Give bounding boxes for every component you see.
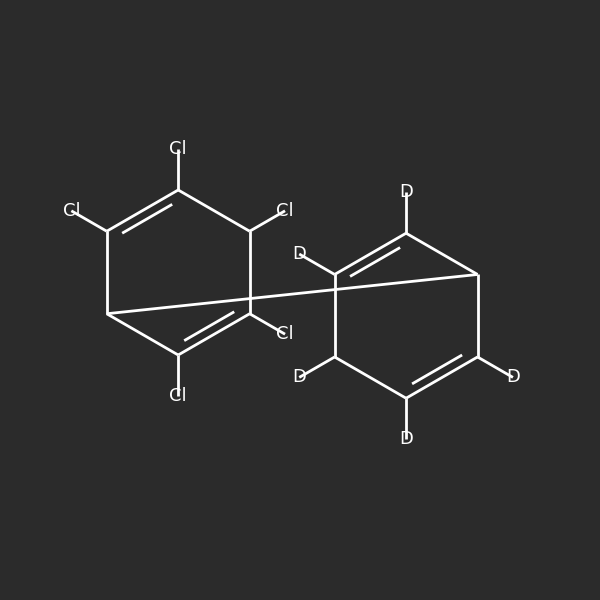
- Text: D: D: [292, 368, 306, 386]
- Text: D: D: [292, 245, 306, 263]
- Text: Cl: Cl: [169, 387, 187, 405]
- Text: Cl: Cl: [169, 140, 187, 158]
- Text: D: D: [399, 430, 413, 448]
- Text: Cl: Cl: [276, 325, 294, 343]
- Text: D: D: [399, 184, 413, 202]
- Text: Cl: Cl: [276, 202, 294, 220]
- Text: Cl: Cl: [62, 202, 80, 220]
- Text: D: D: [506, 368, 520, 386]
